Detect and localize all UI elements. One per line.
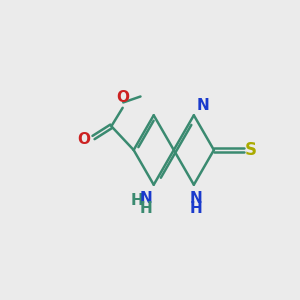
Text: N: N [140,191,153,206]
Text: S: S [245,141,257,159]
Text: N: N [189,191,202,206]
Text: O: O [116,90,129,105]
Text: H: H [131,193,144,208]
Text: O: O [77,132,90,147]
Text: N: N [196,98,209,113]
Text: H: H [189,201,202,216]
Text: H: H [140,201,153,216]
